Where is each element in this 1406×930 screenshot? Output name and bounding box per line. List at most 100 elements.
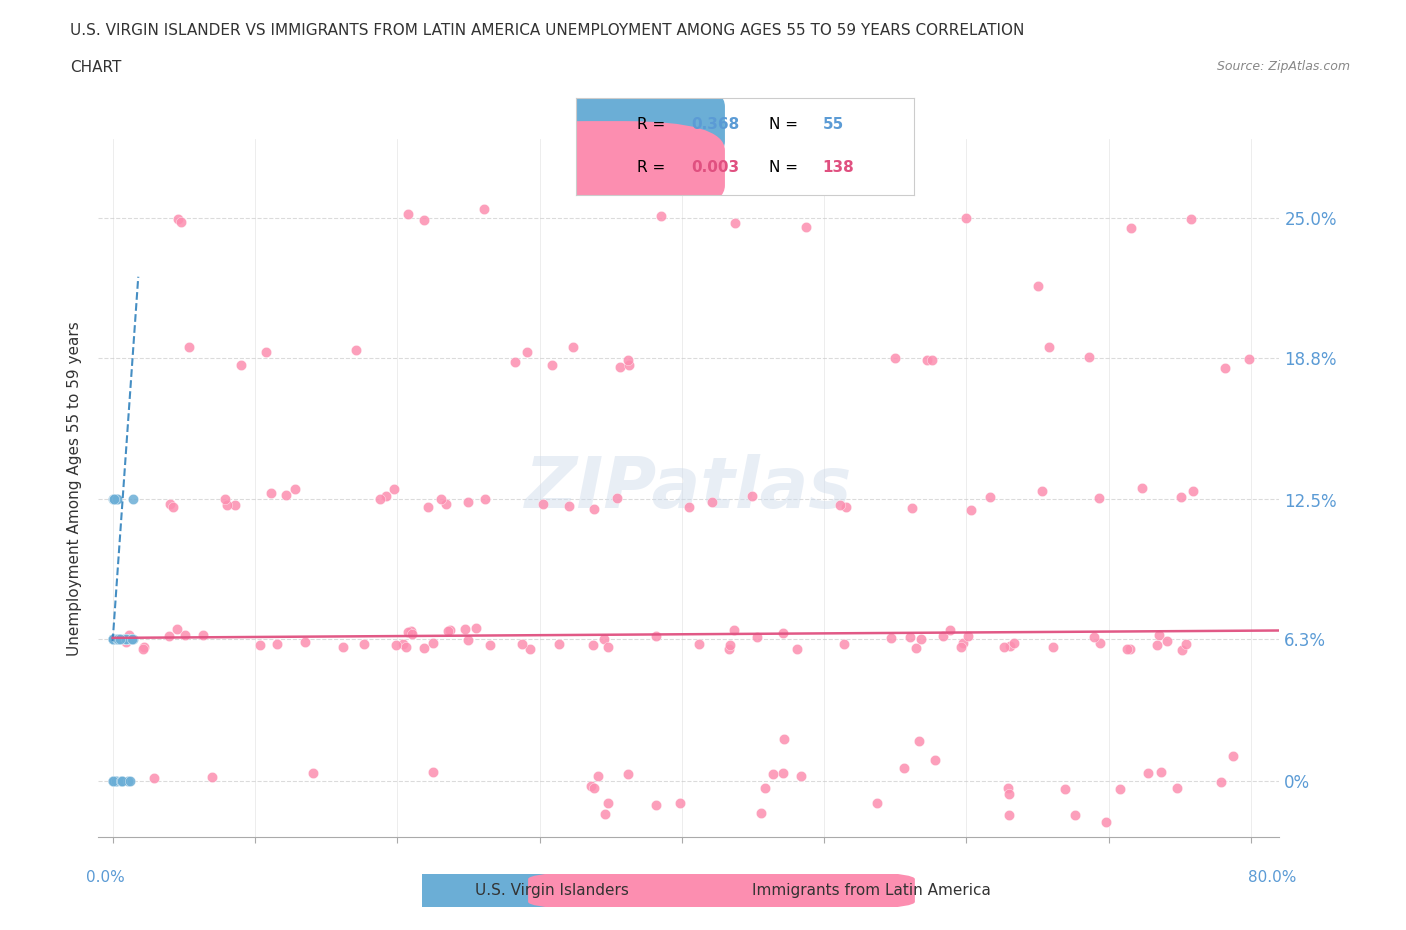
Point (1239, 352, 1261, 366)
Point (107, 631, 129, 646)
Point (939, 622, 962, 637)
Text: R =: R = (637, 116, 671, 131)
Point (1146, 637, 1168, 652)
Point (519, 642, 541, 657)
Point (167, 212, 190, 227)
Point (430, 492, 453, 507)
Point (904, 640, 927, 655)
Point (617, 352, 640, 367)
Point (142, 771, 165, 786)
FancyBboxPatch shape (529, 870, 915, 911)
Point (582, 637, 605, 652)
Point (1031, 484, 1053, 498)
Point (1222, 749, 1244, 764)
Point (103, 774, 125, 789)
Point (332, 640, 354, 655)
FancyBboxPatch shape (485, 77, 725, 171)
Point (959, 502, 981, 517)
Point (1026, 278, 1049, 293)
Point (103, 492, 125, 507)
Point (103, 774, 125, 789)
Point (104, 774, 127, 789)
Point (162, 500, 184, 515)
Text: 55: 55 (823, 116, 844, 131)
Point (105, 492, 128, 507)
Point (193, 628, 215, 643)
Point (249, 637, 271, 652)
Point (1181, 483, 1204, 498)
Point (105, 631, 128, 646)
Point (1088, 491, 1111, 506)
Point (103, 492, 125, 507)
Point (956, 628, 979, 643)
Point (121, 631, 143, 646)
Point (915, 352, 938, 367)
Point (266, 637, 288, 652)
Point (835, 499, 858, 514)
Point (1090, 636, 1112, 651)
Text: 0.0%: 0.0% (86, 870, 125, 884)
Point (114, 631, 136, 646)
Point (1121, 220, 1143, 235)
Point (115, 631, 138, 646)
Point (952, 635, 974, 650)
Point (399, 623, 422, 638)
Point (201, 769, 224, 784)
Point (723, 622, 745, 637)
Point (745, 630, 768, 644)
Point (103, 631, 125, 646)
Point (997, 807, 1019, 822)
Point (678, 500, 700, 515)
Y-axis label: Unemployment Among Ages 55 to 59 years: Unemployment Among Ages 55 to 59 years (67, 321, 83, 656)
Point (616, 766, 638, 781)
Point (103, 631, 125, 646)
Point (900, 501, 922, 516)
Point (516, 344, 538, 359)
Point (159, 497, 181, 512)
Point (214, 492, 236, 507)
Point (422, 765, 444, 780)
Point (375, 488, 398, 503)
Text: U.S. VIRGIN ISLANDER VS IMMIGRANTS FROM LATIN AMERICA UNEMPLOYMENT AMONG AGES 55: U.S. VIRGIN ISLANDER VS IMMIGRANTS FROM … (70, 23, 1025, 38)
Point (557, 498, 579, 513)
Point (104, 631, 127, 646)
Point (104, 774, 127, 789)
Text: 0.368: 0.368 (692, 116, 740, 131)
Point (101, 774, 124, 789)
Point (754, 780, 776, 795)
Point (650, 208, 672, 223)
Point (717, 642, 740, 657)
Point (998, 639, 1021, 654)
Point (1171, 643, 1194, 658)
Point (344, 343, 367, 358)
Point (395, 639, 418, 654)
Point (932, 629, 955, 644)
Point (104, 631, 127, 646)
Point (457, 494, 479, 509)
Point (177, 339, 200, 354)
Point (105, 774, 128, 789)
Point (115, 634, 138, 649)
Point (645, 798, 668, 813)
FancyBboxPatch shape (250, 870, 637, 911)
Point (741, 489, 763, 504)
Point (955, 211, 977, 226)
Point (950, 639, 973, 654)
Text: Immigrants from Latin America: Immigrants from Latin America (752, 883, 991, 898)
Point (609, 359, 631, 374)
Point (794, 219, 817, 234)
Point (104, 492, 127, 507)
Point (531, 497, 554, 512)
Point (1115, 642, 1137, 657)
Point (101, 631, 124, 646)
Point (215, 497, 238, 512)
Point (1136, 765, 1159, 780)
Point (122, 492, 145, 507)
FancyBboxPatch shape (485, 121, 725, 215)
Point (907, 734, 929, 749)
Point (1130, 481, 1153, 496)
Point (103, 492, 125, 507)
Point (866, 795, 889, 810)
Point (700, 495, 723, 510)
Point (582, 781, 605, 796)
